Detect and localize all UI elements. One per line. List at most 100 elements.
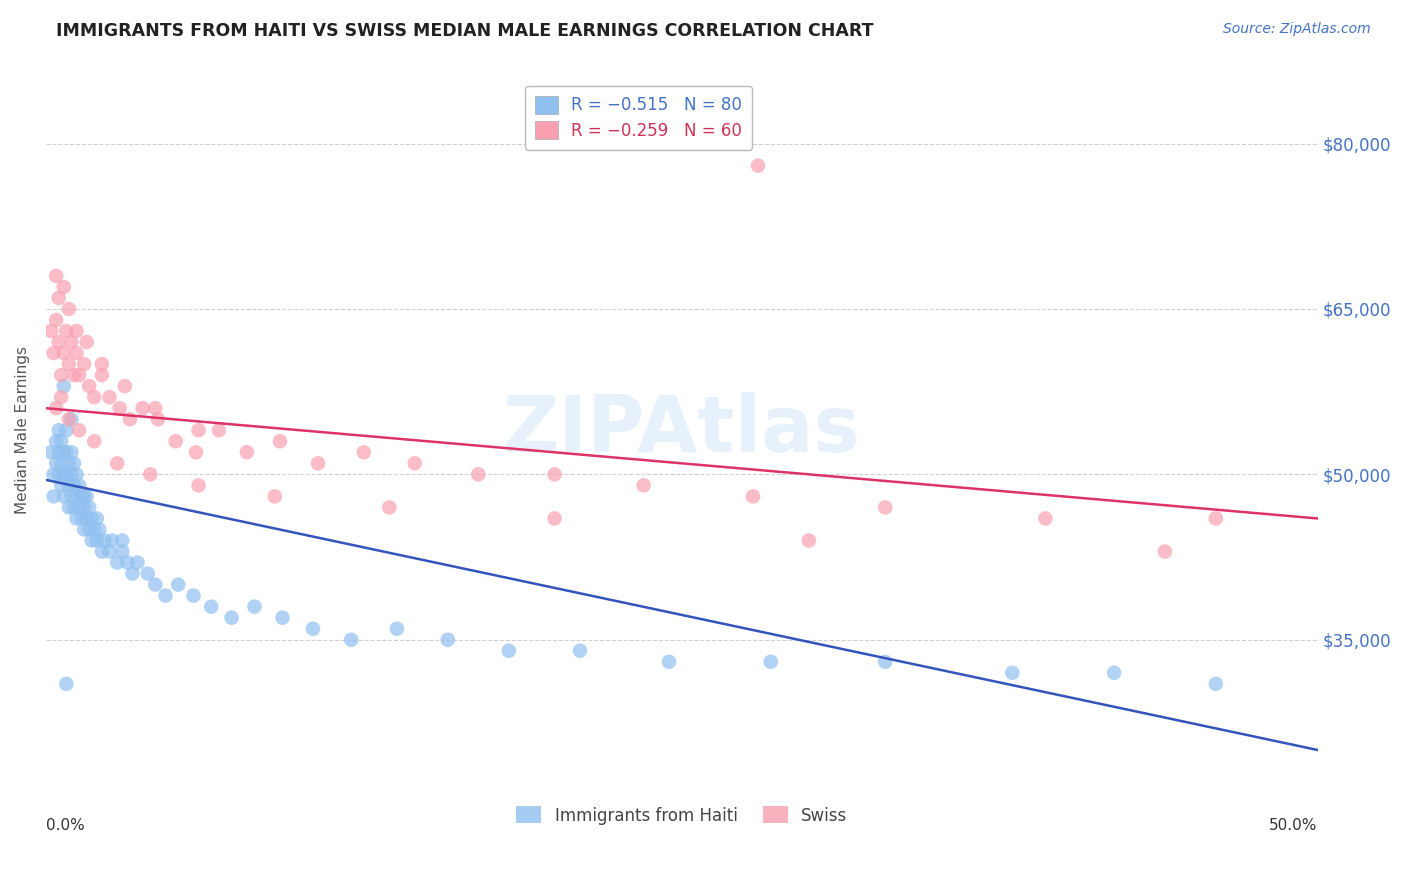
Point (105, 456, 128, 470)
Point (52, 490, 75, 504)
Point (80, 533, 103, 548)
Point (498, 644, 520, 658)
Point (208, 423, 231, 437)
Point (76, 511, 98, 525)
Point (385, 622, 408, 636)
Point (543, 467, 565, 482)
Point (467, 467, 489, 482)
Point (52, 346, 75, 360)
Point (633, 478, 655, 492)
Point (58, 412, 80, 426)
Point (48, 467, 70, 482)
Point (302, 622, 325, 636)
Point (55, 467, 77, 482)
Point (797, 533, 820, 548)
Point (73, 357, 96, 371)
Point (45, 401, 67, 416)
Point (89, 523, 111, 537)
Point (105, 556, 128, 570)
Point (77, 500, 100, 515)
Point (143, 577, 166, 591)
Point (221, 610, 243, 624)
Point (73, 523, 96, 537)
Text: 50.0%: 50.0% (1270, 818, 1317, 833)
Point (52, 379, 75, 393)
Point (51, 368, 73, 383)
Point (111, 533, 134, 548)
Point (121, 566, 143, 581)
Point (340, 632, 363, 647)
Point (236, 445, 259, 459)
Text: 0.0%: 0.0% (46, 818, 84, 833)
Point (65, 467, 87, 482)
Point (101, 533, 124, 548)
Point (93, 533, 115, 548)
Point (90, 368, 112, 383)
Point (436, 632, 458, 647)
Point (55, 423, 77, 437)
Text: IMMIGRANTS FROM HAITI VS SWISS MEDIAN MALE EARNINGS CORRELATION CHART: IMMIGRANTS FROM HAITI VS SWISS MEDIAN MA… (56, 22, 873, 40)
Point (55, 324, 77, 338)
Point (45, 313, 67, 327)
Point (90, 544, 112, 558)
Point (167, 577, 190, 591)
Point (658, 655, 681, 669)
Point (73, 490, 96, 504)
Point (98, 390, 121, 404)
Point (51, 434, 73, 449)
Point (63, 500, 86, 515)
Point (65, 511, 87, 525)
Point (77, 523, 100, 537)
Point (45, 434, 67, 449)
Point (60, 412, 83, 426)
Point (51, 478, 73, 492)
Point (183, 589, 205, 603)
Point (875, 655, 897, 669)
Point (90, 357, 112, 371)
Point (80, 511, 103, 525)
Point (63, 456, 86, 470)
Point (155, 589, 177, 603)
Point (48, 445, 70, 459)
Point (70, 490, 93, 504)
Point (875, 500, 897, 515)
Point (307, 456, 329, 470)
Point (58, 301, 80, 316)
Point (39, 324, 62, 338)
Point (543, 511, 565, 525)
Point (269, 434, 291, 449)
Point (67, 500, 90, 515)
Point (1035, 511, 1057, 525)
Point (263, 490, 285, 504)
Point (86, 511, 108, 525)
Point (52, 280, 75, 294)
Point (70, 511, 93, 525)
Point (52, 445, 75, 459)
Y-axis label: Median Male Earnings: Median Male Earnings (15, 346, 30, 515)
Point (63, 478, 86, 492)
Point (55, 677, 77, 691)
Point (111, 544, 134, 558)
Point (243, 599, 266, 614)
Point (58, 357, 80, 371)
Legend: Immigrants from Haiti, Swiss: Immigrants from Haiti, Swiss (510, 799, 853, 831)
Point (1001, 665, 1024, 680)
Point (83, 434, 105, 449)
Point (187, 478, 209, 492)
Point (139, 467, 162, 482)
Text: Source: ZipAtlas.com: Source: ZipAtlas.com (1223, 22, 1371, 37)
Point (127, 556, 149, 570)
Point (83, 523, 105, 537)
Point (60, 334, 83, 349)
Point (58, 500, 80, 515)
Point (747, 159, 769, 173)
Point (76, 490, 98, 504)
Point (569, 644, 592, 658)
Point (60, 445, 83, 459)
Point (200, 599, 222, 614)
Point (42, 346, 65, 360)
Point (1205, 677, 1227, 691)
Point (42, 467, 65, 482)
Point (65, 490, 87, 504)
Point (1102, 665, 1125, 680)
